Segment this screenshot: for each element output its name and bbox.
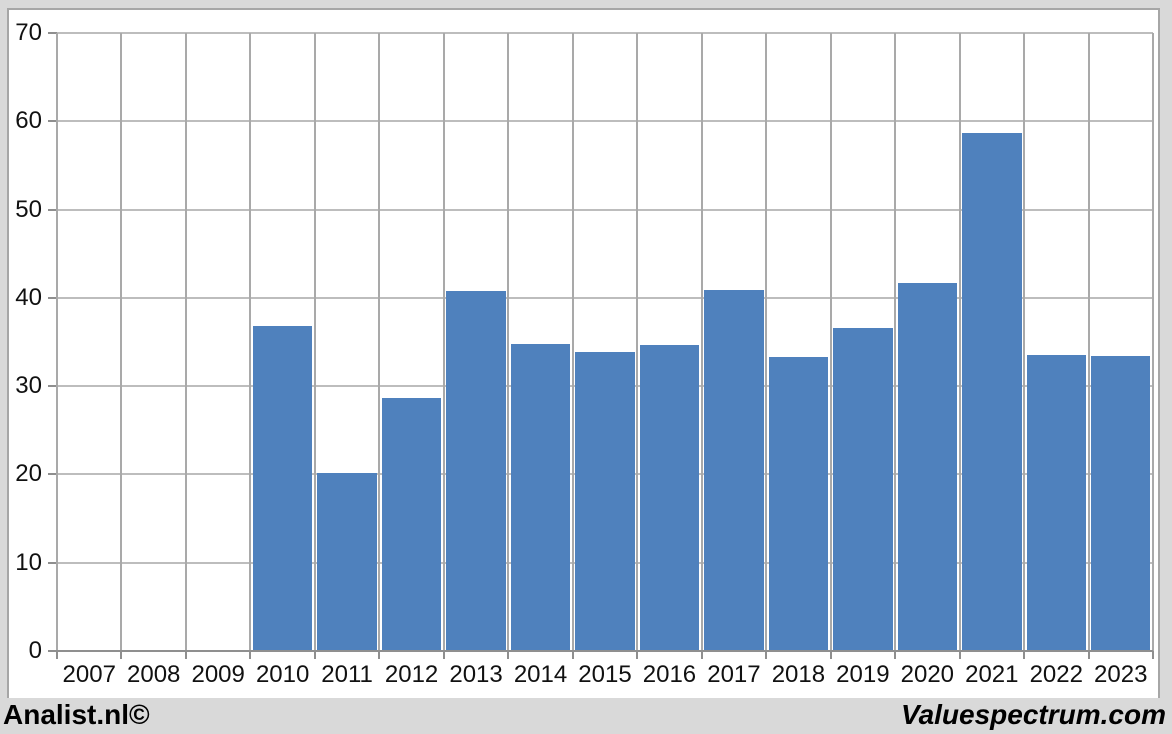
- x-axis-tick: [443, 651, 445, 659]
- y-axis-label: 10: [15, 548, 42, 576]
- x-axis-tick: [185, 651, 187, 659]
- bar-2016: [639, 344, 700, 651]
- gridline-vertical: [120, 33, 122, 651]
- x-axis-tick: [378, 651, 380, 659]
- y-axis-label: 0: [28, 637, 42, 664]
- bar-2017: [704, 289, 764, 651]
- x-axis-line: [49, 650, 1153, 652]
- x-axis-label: 2020: [900, 661, 955, 688]
- gridline-horizontal: [57, 296, 1153, 299]
- x-axis-label: 2017: [707, 661, 761, 688]
- y-axis-tick: [48, 473, 57, 476]
- gridline-vertical: [765, 33, 767, 651]
- x-axis-tick: [120, 651, 122, 659]
- valuespectrum-credit: Valuespectrum.com: [900, 699, 1166, 730]
- x-axis-label: 2013: [449, 661, 503, 688]
- bar-2021: [962, 132, 1022, 651]
- gridline-vertical: [701, 33, 703, 651]
- gridline-vertical: [1023, 33, 1025, 651]
- y-axis-tick: [48, 208, 57, 211]
- x-axis-label: 2021: [965, 661, 1019, 688]
- x-axis-tick: [572, 651, 574, 659]
- x-axis-label: 2012: [384, 661, 439, 688]
- x-axis-tick: [959, 651, 961, 659]
- x-axis-label: 2015: [578, 661, 632, 688]
- x-axis-tick: [636, 651, 638, 659]
- x-axis-tick: [830, 651, 832, 659]
- gridline-horizontal: [57, 120, 1153, 123]
- bar-2012: [381, 397, 442, 651]
- footer-band: Analist.nl© Valuespectrum.com: [0, 698, 1172, 734]
- x-axis-tick: [1023, 651, 1025, 659]
- gridline-vertical: [830, 33, 832, 651]
- gridline-vertical: [314, 33, 316, 651]
- gridline-vertical: [636, 33, 638, 651]
- y-axis-tick: [48, 296, 57, 299]
- y-axis-label: 20: [15, 460, 42, 488]
- gridline-horizontal: [57, 208, 1153, 211]
- x-axis-tick: [701, 651, 703, 659]
- bar-2013: [446, 290, 506, 651]
- y-axis-tick: [48, 120, 57, 123]
- bar-2019: [833, 327, 893, 651]
- x-axis-tick: [1088, 651, 1090, 659]
- gridline-vertical: [959, 33, 961, 651]
- gridline-vertical: [443, 33, 445, 651]
- y-axis-label: 50: [15, 195, 42, 223]
- bar-2018: [768, 357, 829, 651]
- y-axis-tick: [48, 32, 57, 34]
- x-axis-tick: [507, 651, 509, 659]
- x-axis-label: 2009: [191, 661, 245, 688]
- gridline-vertical: [507, 33, 509, 651]
- x-axis-tick: [1152, 651, 1154, 659]
- x-axis-label: 2023: [1094, 661, 1148, 688]
- bar-2010: [252, 326, 313, 651]
- gridline-vertical: [249, 33, 251, 651]
- x-axis-label: 2014: [513, 661, 568, 688]
- x-axis-label: 2011: [321, 661, 373, 688]
- bar-2011: [317, 472, 377, 651]
- plot-area: [48, 32, 1154, 659]
- x-axis-label: 2018: [771, 661, 826, 688]
- chart-frame: 0 10 20 30 40 50 60 70 2007 2008 2009 2010 2011 2012…: [7, 8, 1160, 700]
- analist-credit: Analist.nl©: [3, 699, 150, 730]
- gridline-vertical: [378, 33, 380, 651]
- gridline-vertical: [185, 33, 187, 651]
- x-axis-label: 2016: [642, 661, 697, 688]
- gridline-horizontal: [57, 32, 1153, 34]
- gridline-vertical: [572, 33, 574, 651]
- x-axis-tick: [56, 651, 58, 659]
- y-axis-label: 60: [15, 107, 42, 135]
- y-axis-label: 30: [15, 372, 42, 400]
- x-axis-label: 2019: [836, 661, 890, 688]
- bar-2022: [1026, 355, 1087, 651]
- bar-2014: [510, 343, 571, 651]
- x-axis-tick: [894, 651, 896, 659]
- x-axis-tick: [765, 651, 767, 659]
- gridline-vertical: [1088, 33, 1090, 651]
- gridline-vertical: [1152, 33, 1154, 651]
- x-axis-tick: [314, 651, 316, 659]
- x-axis-label: 2008: [127, 661, 181, 688]
- y-axis-tick: [48, 385, 57, 388]
- gridline-vertical: [894, 33, 896, 651]
- bar-2023: [1091, 356, 1151, 651]
- x-axis-label: 2010: [255, 661, 310, 688]
- y-axis-label: 70: [15, 19, 42, 46]
- x-axis-label: 2022: [1029, 661, 1083, 688]
- x-axis-label: 2007: [62, 661, 116, 688]
- gridline-vertical: [56, 33, 58, 651]
- y-axis-label: 40: [15, 283, 42, 311]
- bar-2020: [897, 282, 958, 651]
- bar-2015: [575, 351, 635, 651]
- x-axis-tick: [249, 651, 251, 659]
- y-axis-tick: [48, 561, 57, 564]
